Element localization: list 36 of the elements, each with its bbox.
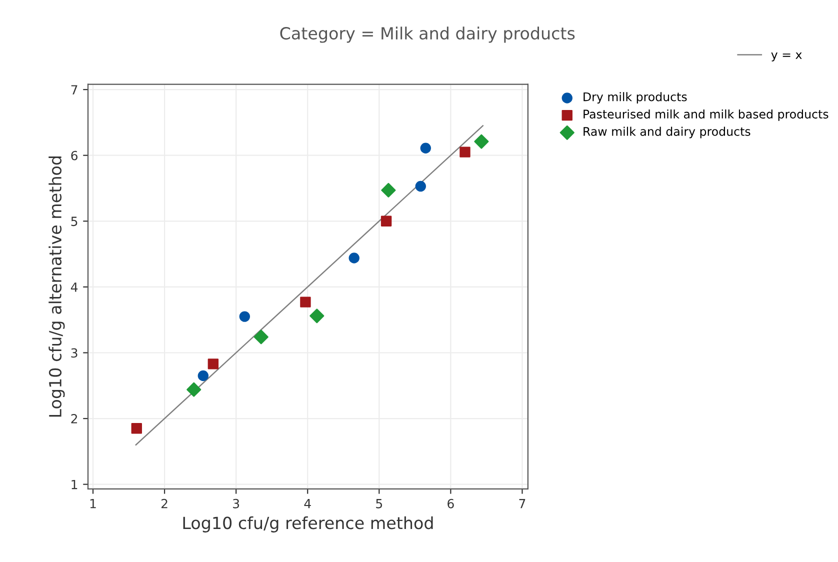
- point: [380, 216, 392, 227]
- y-tick-label: 7: [71, 85, 78, 94]
- legend-label: Pasteurised milk and milk based products: [584, 109, 828, 121]
- x-tick-label: 4: [304, 499, 311, 508]
- x-tick-label: 2: [161, 498, 168, 508]
- point: [254, 330, 268, 344]
- point: [208, 358, 219, 370]
- y-tick-label: 1: [72, 480, 78, 490]
- legend-label: Dry milk products: [584, 92, 687, 104]
- y-tick-label: 5: [71, 216, 78, 226]
- point: [420, 142, 431, 154]
- point: [348, 252, 360, 264]
- point: [474, 134, 489, 149]
- y-axis-title: Log10 cfu/g alternative method: [48, 156, 65, 417]
- legend-label: y = x: [771, 52, 802, 62]
- y-tick-label: 2: [71, 414, 78, 424]
- chart-title: Category = Milk and dairy products: [280, 26, 575, 43]
- y-tick-label: 6: [71, 150, 78, 160]
- point: [415, 180, 426, 192]
- x-tick-label: 1: [90, 499, 96, 508]
- point: [310, 308, 324, 324]
- x-tick-label: 6: [448, 498, 454, 508]
- point: [300, 296, 311, 308]
- y-tick-label: 3: [71, 348, 78, 358]
- point: [460, 146, 470, 158]
- x-tick-label: 7: [519, 499, 526, 508]
- point: [239, 311, 250, 322]
- point: [198, 370, 209, 382]
- x-axis-title: Log10 cfu/g reference method: [183, 516, 433, 532]
- point: [131, 423, 142, 434]
- point: [186, 382, 202, 397]
- legend-label: Raw milk and dairy products: [584, 126, 750, 138]
- x-tick-label: 5: [376, 499, 382, 508]
- point: [381, 182, 396, 198]
- x-tick-label: 3: [233, 498, 240, 508]
- y-tick-label: 4: [70, 282, 78, 292]
